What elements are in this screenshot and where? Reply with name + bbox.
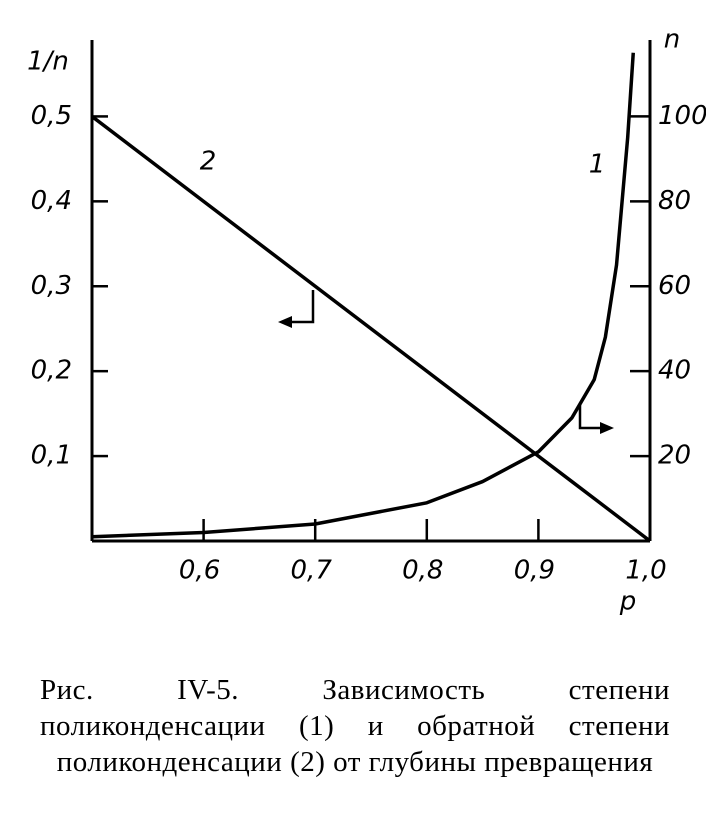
y2-label: n xyxy=(664,25,680,55)
series-line xyxy=(91,52,636,539)
y-tick-label: 0,3 xyxy=(31,271,72,301)
y-tick-label: 0,4 xyxy=(31,186,72,216)
arrowhead xyxy=(600,422,614,434)
y-tick-label: 0,2 xyxy=(31,356,72,386)
annotation-arrow xyxy=(578,405,606,430)
y2-tick-label: 80 xyxy=(658,186,691,216)
y2-tick-label: 60 xyxy=(658,271,691,301)
x-tick-label: 0,9 xyxy=(514,556,555,586)
series-label: 1 xyxy=(589,150,606,180)
x-tick-label: 0,7 xyxy=(291,556,333,586)
series-label: 2 xyxy=(200,147,217,177)
y2-tick-label: 40 xyxy=(658,356,691,386)
series-line xyxy=(90,115,652,543)
arrowhead xyxy=(278,316,292,328)
chart: 1/n n p 1 2 0,6 0,7 0,8 0,9 1,0 0,1 0,2 0,3 0,4 0… xyxy=(27,25,706,617)
x-tick-label: 0,8 xyxy=(402,556,443,586)
x-tick-label: 1,0 xyxy=(625,556,666,586)
y-tick-label: 0,5 xyxy=(31,101,72,131)
y2-tick-label: 100 xyxy=(658,101,706,131)
x-tick-label: 0,6 xyxy=(179,556,220,586)
caption: Рис. IV-5. Зависимость степени поликонде… xyxy=(40,674,670,778)
annotation-arrow xyxy=(284,290,315,324)
y-label: 1/n xyxy=(27,47,69,77)
x-label: p xyxy=(619,587,637,617)
y-tick-label: 0,1 xyxy=(31,441,72,471)
y2-tick-label: 20 xyxy=(658,441,691,471)
